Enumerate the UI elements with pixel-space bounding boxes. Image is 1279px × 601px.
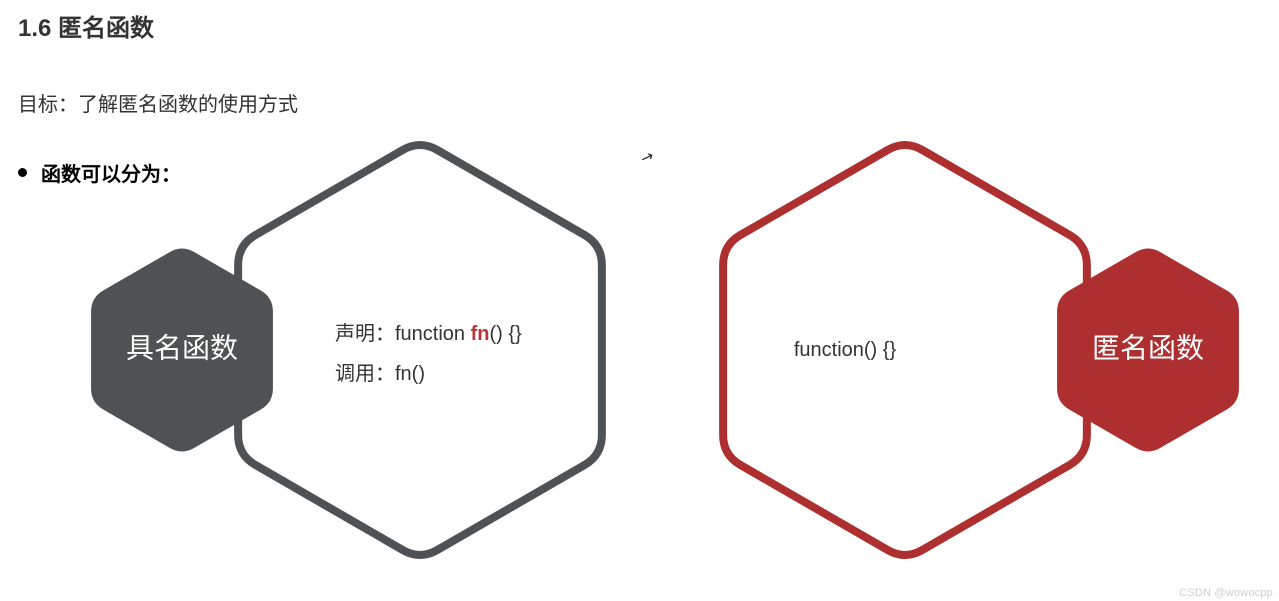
left-hex-label: 具名函数 bbox=[126, 332, 238, 363]
left-code-line-1-prefix: 声明：function bbox=[335, 322, 471, 345]
watermark-text: CSDN @wowocpp bbox=[1179, 587, 1273, 599]
right-big-hexagon bbox=[723, 145, 1087, 555]
left-code-fn-token: fn bbox=[471, 323, 490, 345]
right-code-line-1: function() {} bbox=[794, 339, 897, 361]
right-hex-label: 匿名函数 bbox=[1092, 332, 1204, 363]
left-code-line-1-suffix: () {} bbox=[490, 323, 523, 345]
left-code-line-1: 声明：function fn() {} bbox=[335, 322, 522, 345]
diagram-stage: 具名函数 声明：function fn() {} 调用：fn() 匿名函数 fu… bbox=[0, 0, 1279, 601]
left-big-hexagon bbox=[238, 145, 602, 555]
left-code-line-2: 调用：fn() bbox=[335, 362, 425, 385]
